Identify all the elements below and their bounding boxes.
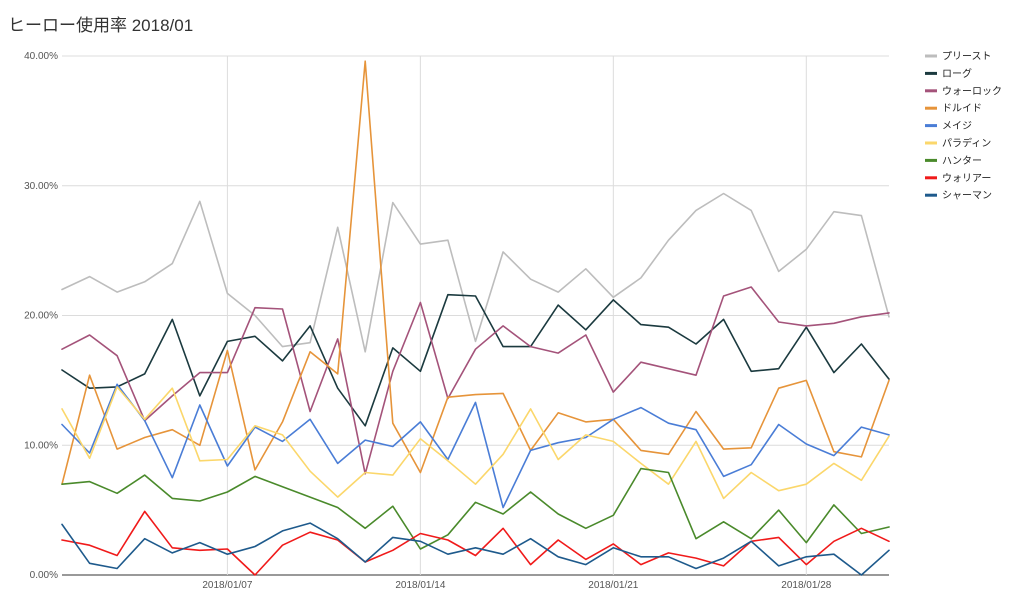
y-tick-label: 10.00% [24,440,58,451]
legend-label: パラディン [942,137,991,150]
chart-title: ヒーロー使用率 2018/01 [8,16,194,35]
series-lines [61,60,890,576]
x-tick-label: 2018/01/21 [588,580,638,591]
legend-label: ローグ [942,67,972,80]
legend-label: プリースト [942,51,992,63]
series-line-4 [61,60,890,486]
legend-label: ドルイド [942,104,982,115]
series-line-7 [61,467,890,550]
legend-label: ウォリアー [942,172,991,184]
y-tick-label: 40.00% [24,51,58,62]
series-line-3 [61,286,890,475]
y-tick-label: 30.00% [24,181,58,192]
series-line-1 [61,192,890,353]
y-tick-label: 20.00% [24,311,58,322]
x-tick-label: 2018/01/28 [781,580,831,591]
series-line-9 [61,522,890,576]
y-axis: 0.00% 10.00% 20.00% 30.00% 40.00% [24,51,58,581]
series-line-8 [61,510,890,576]
series-line-5 [61,383,890,509]
series-line-6 [61,386,890,500]
legend-label: ウォーロック [942,85,1002,97]
x-tick-label: 2018/01/14 [395,580,445,591]
x-tick-label: 2018/01/07 [202,580,252,591]
x-axis: 2018/01/07 2018/01/14 2018/01/21 2018/01/28 [202,580,831,591]
grid-lines [62,55,889,576]
series-line-2 [61,293,890,427]
legend-label: ハンター [942,155,982,167]
legend-label: シャーマン [942,191,992,202]
y-tick-label: 0.00% [30,570,58,581]
legend-label: メイジ [942,121,972,132]
